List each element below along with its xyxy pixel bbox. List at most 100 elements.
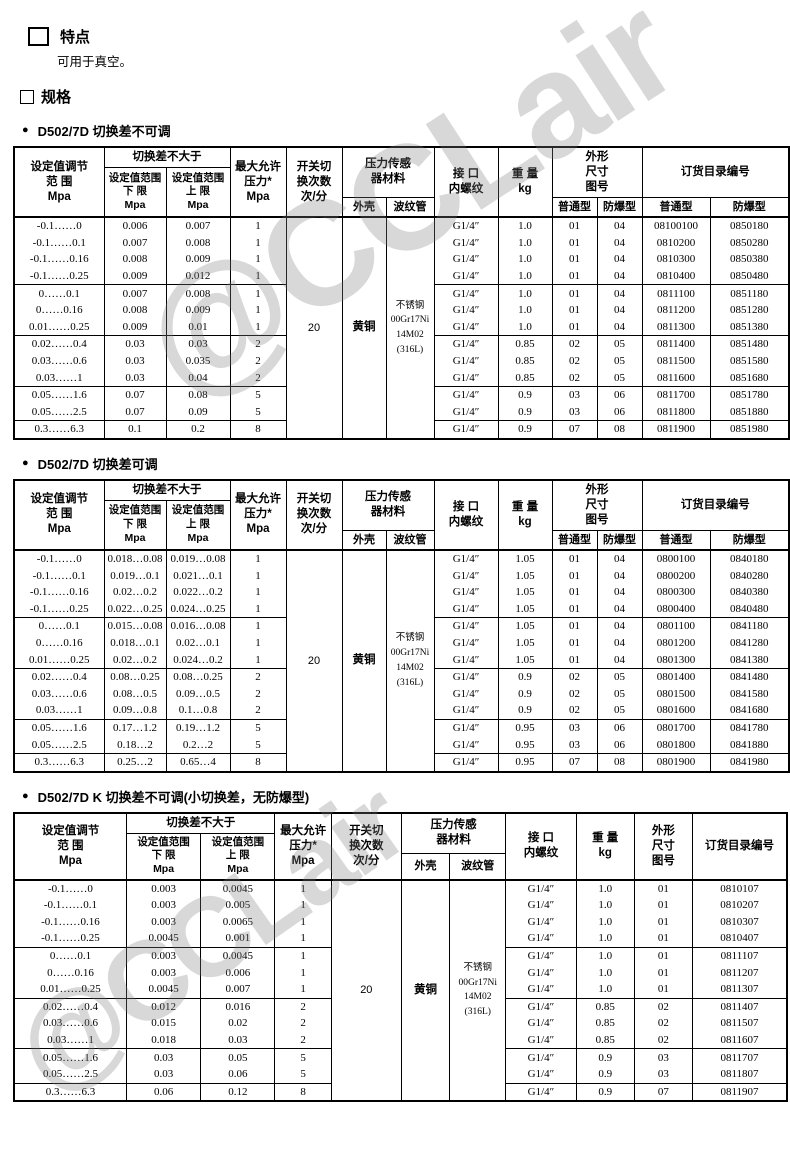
cell: 1.05	[497, 600, 553, 619]
cell: 0801700	[641, 719, 711, 737]
cell: 0.03……0.6	[13, 1015, 127, 1032]
cell: G1/4″	[433, 719, 499, 737]
cell: 1.0	[575, 879, 635, 898]
cell: 0811500	[641, 352, 711, 370]
cell: 0811300	[641, 318, 711, 337]
cell: 01	[551, 549, 598, 568]
cell: -0.1……0.16	[13, 913, 127, 931]
table-row: -0.1……0.1 0.019…0.1 0.021…0.1 1 G1/4″ 1.05 01 0…	[13, 567, 790, 585]
cell: 0811800	[641, 403, 711, 422]
cell: 0.05……1.6	[13, 386, 105, 404]
cell: 0811900	[641, 420, 711, 439]
cell: 0841380	[709, 651, 790, 670]
cell: 0.03……1	[13, 702, 105, 720]
cell: 1	[274, 947, 332, 965]
cell: 0.019…0.1	[103, 567, 167, 585]
table-title-2: ● D502/7D 切换差可调	[22, 454, 790, 473]
cell: 1.0	[497, 217, 553, 235]
cell: 0.05……2.5	[13, 1066, 127, 1084]
cell: 0.08	[165, 386, 231, 404]
table-title-label: D502/7D 切换差不可调	[37, 124, 171, 139]
cell: 0.03	[103, 369, 167, 388]
cell: G1/4″	[433, 549, 499, 568]
cell: 0.003	[125, 879, 202, 898]
cell: 0.009	[165, 251, 231, 268]
cell: 8	[229, 420, 287, 439]
table-row: -0.1……0.25 0.0045 0.001 1 G1/4″ 1.0 01 0810407	[13, 930, 788, 948]
cell: 0.85	[575, 1015, 635, 1032]
cell: 0.009	[103, 267, 167, 286]
cell: 0.9	[575, 1083, 635, 1102]
table-row: 0.3……6.3 0.25…2 0.65…4 8 G1/4″ 0.95 07 08 080190…	[13, 753, 790, 772]
cell: 0.0045	[125, 981, 202, 999]
cell: 0.009	[103, 318, 167, 337]
cell: 0.08…0.5	[103, 685, 167, 703]
col-weight: 重 量 kg	[497, 479, 553, 551]
cell: 0800200	[641, 567, 711, 585]
cell: 0.07	[103, 386, 167, 404]
cell: 01	[551, 567, 598, 585]
cell: 05	[596, 369, 643, 388]
cell: 03	[633, 1066, 694, 1084]
cell: 1.0	[575, 947, 635, 965]
table-row: 0.05……1.6 0.17…1.2 0.19…1.2 5 G1/4″ 0.95 03 06 0…	[13, 719, 790, 737]
cell: 0801900	[641, 753, 711, 772]
cell: -0.1……0.1	[13, 897, 127, 914]
cell: 0.02…0.2	[103, 584, 167, 601]
cell: 0……0.1	[13, 284, 105, 303]
table-row: 0.3……6.3 0.06 0.12 8 G1/4″ 0.9 07 0811907	[13, 1083, 788, 1102]
col-switch-rate: 开关切 换次数 次/分	[285, 146, 343, 218]
cell: -0.1……0.25	[13, 267, 105, 286]
col-upper-limit: 设定值范围 上 限 Mpa	[165, 166, 231, 218]
cell: G1/4″	[433, 302, 499, 319]
cell: 0841780	[709, 719, 790, 737]
cell: 01	[633, 897, 694, 914]
cell: 0.009	[165, 302, 231, 319]
cell: 0.008	[103, 302, 167, 319]
cell: 0.19…1.2	[165, 719, 231, 737]
cell: 0.005	[200, 897, 276, 914]
table-title-label: D502/7D K 切换差不可调(小切换差，无防爆型)	[37, 789, 310, 805]
cell: 1.0	[575, 981, 635, 999]
cell: G1/4″	[433, 386, 499, 404]
cell: 0.007	[103, 284, 167, 303]
cell: 01	[633, 879, 694, 898]
cell: 0810207	[692, 897, 788, 914]
cell: G1/4″	[505, 1066, 577, 1084]
cell: 0841580	[709, 685, 790, 703]
cell: 1	[229, 567, 287, 585]
cell: 1.0	[575, 913, 635, 931]
cell: 0.016…0.08	[165, 617, 231, 635]
cell: 0……0.16	[13, 302, 105, 319]
cell: 0.03	[103, 352, 167, 370]
cell: 06	[596, 386, 643, 404]
cell: 0.2	[165, 420, 231, 439]
cell: 02	[551, 352, 598, 370]
cell: 1	[229, 267, 287, 286]
table-row: -0.1……0.1 0.007 0.008 1 G1/4″ 1.0 01 04 0810200 0…	[13, 234, 790, 252]
table-row: 0.01……0.25 0.02…0.2 0.024…0.2 1 G1/4″ 1.05 01 0…	[13, 651, 790, 670]
cell: 1.0	[497, 267, 553, 286]
cell: 0.05……1.6	[13, 719, 105, 737]
cell: G1/4″	[433, 617, 499, 635]
cell: 0.1	[103, 420, 167, 439]
cell: 0.2…2	[165, 736, 231, 755]
cell: 0840480	[709, 600, 790, 619]
cell: 04	[596, 651, 643, 670]
cell: 1	[229, 549, 287, 568]
cell: 0810307	[692, 913, 788, 931]
square-box-icon	[20, 89, 34, 104]
cell: 01	[633, 930, 694, 948]
cell: 0851780	[709, 386, 790, 404]
cell: 0.03	[125, 1048, 202, 1067]
cell: 0851880	[709, 403, 790, 422]
cell: 01	[633, 981, 694, 999]
cell: 08100100	[641, 217, 711, 235]
table-row: 0.05……2.5 0.18…2 0.2…2 5 G1/4″ 0.95 03 06 080180…	[13, 736, 790, 755]
table-row: 0.02……0.4 0.08…0.25 0.08…0.25 2 G1/4″ 0.9 02 05…	[13, 668, 790, 686]
cell: 5	[229, 386, 287, 404]
cell: 1.0	[575, 897, 635, 914]
cell: 02	[633, 1031, 694, 1050]
cell: 1	[229, 251, 287, 268]
cell: 0.01……0.25	[13, 981, 127, 999]
